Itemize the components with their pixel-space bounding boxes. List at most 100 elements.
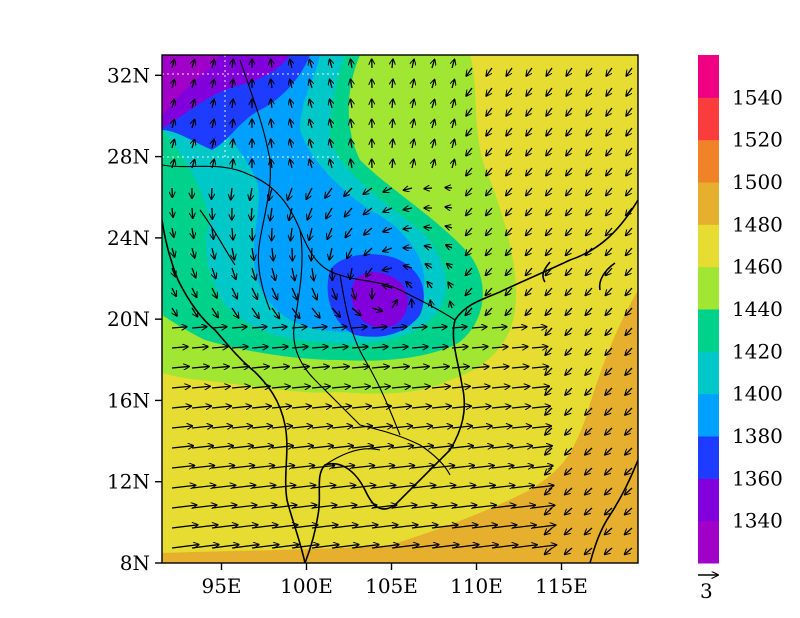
wind-vector — [232, 119, 233, 129]
wind-vector — [191, 406, 211, 408]
wind-vector — [351, 327, 367, 328]
wind-vector — [565, 347, 573, 355]
wind-vector — [432, 159, 435, 169]
wind-vector — [431, 406, 451, 408]
wind-vector — [411, 545, 439, 549]
wind-vector — [447, 264, 452, 268]
wind-vector — [251, 485, 276, 488]
wind-vector — [451, 485, 476, 488]
wind-vector — [506, 127, 513, 136]
height-field-contours — [162, 55, 638, 563]
wind-vector — [431, 386, 450, 388]
wind-vector — [471, 366, 489, 368]
wind-vector — [371, 386, 390, 388]
wind-vector — [330, 159, 332, 169]
wind-vector — [391, 465, 415, 468]
wind-vector — [311, 525, 338, 528]
wind-vector — [545, 387, 553, 395]
colorbar-swatch — [698, 139, 719, 183]
colorbar-swatch — [698, 478, 719, 522]
wind-vector — [526, 207, 533, 216]
wind-vector — [311, 446, 334, 448]
wind-vector — [625, 467, 633, 475]
wind-vector — [371, 465, 395, 468]
wind-vector — [546, 167, 553, 176]
wind-vector — [546, 147, 553, 156]
colorbar-label: 1460 — [732, 255, 783, 279]
wind-vector — [290, 139, 292, 149]
wind-vector — [232, 159, 233, 169]
wind-vector — [371, 366, 389, 368]
wind-vector — [531, 426, 551, 428]
wind-vector — [331, 485, 356, 488]
wind-vector — [290, 227, 292, 241]
wind-vector — [192, 267, 196, 278]
wind-vector — [271, 545, 299, 549]
wind-vector — [411, 485, 436, 488]
wind-vector — [371, 505, 397, 508]
wind-vector — [451, 525, 478, 528]
wind-vector — [411, 525, 438, 528]
wind-vector — [586, 167, 593, 176]
wind-vector — [212, 99, 214, 109]
wind-vector — [271, 505, 297, 508]
wind-vector — [486, 207, 493, 216]
wind-vector — [251, 347, 268, 348]
wind-vector — [511, 366, 529, 368]
wind-vector — [232, 79, 233, 89]
wind-vector — [624, 527, 633, 535]
wind-vector — [383, 208, 393, 212]
wind-vector — [351, 307, 361, 316]
wind-vector — [289, 207, 292, 221]
wind-vector — [331, 545, 359, 549]
wind-vector — [485, 287, 493, 295]
reference-vector: 3 — [698, 575, 718, 603]
wind-vector — [586, 107, 593, 116]
wind-vector — [232, 99, 233, 109]
wind-vector — [251, 505, 277, 508]
wind-vector — [411, 446, 434, 448]
wind-vector — [566, 67, 573, 76]
wind-vector — [290, 99, 292, 109]
wind-vector — [391, 347, 408, 348]
wind-vector — [271, 79, 272, 89]
colorbar-swatch — [698, 224, 719, 268]
wind-vector — [486, 107, 493, 116]
wind-vector — [172, 287, 176, 296]
wind-vector — [172, 119, 174, 129]
wind-vector — [311, 505, 337, 508]
wind-vector — [192, 207, 193, 218]
wind-vector — [465, 287, 473, 295]
wind-vector — [325, 187, 333, 198]
wind-vector — [271, 366, 289, 368]
wind-vector — [192, 79, 195, 89]
wind-vector — [311, 545, 339, 549]
wind-vector — [231, 525, 258, 528]
wind-vector — [172, 59, 174, 69]
lat-tick-label: 24N — [107, 226, 150, 250]
wind-vector — [311, 485, 336, 488]
wind-vector — [565, 447, 573, 455]
wind-vector — [491, 505, 516, 508]
wind-vector — [291, 366, 309, 368]
wind-vector — [383, 188, 393, 192]
colorbar-label: 1420 — [732, 339, 783, 363]
wind-vector — [331, 446, 354, 448]
wind-vector — [412, 159, 414, 169]
wind-vector — [291, 406, 311, 408]
wind-vector — [311, 426, 332, 428]
wind-vector — [586, 87, 593, 96]
wind-vector — [211, 406, 231, 408]
wind-vector — [271, 159, 272, 169]
wind-vector — [412, 119, 414, 129]
wind-vector — [451, 545, 479, 549]
wind-vector — [486, 167, 493, 176]
wind-vector — [431, 347, 448, 348]
wind-vector — [626, 67, 633, 76]
lat-tick-label: 8N — [120, 551, 150, 575]
wind-vector — [606, 227, 613, 236]
wind-vector — [171, 465, 195, 468]
wind-vector — [566, 147, 573, 156]
wind-vector — [424, 227, 433, 228]
wind-vector — [371, 485, 396, 488]
